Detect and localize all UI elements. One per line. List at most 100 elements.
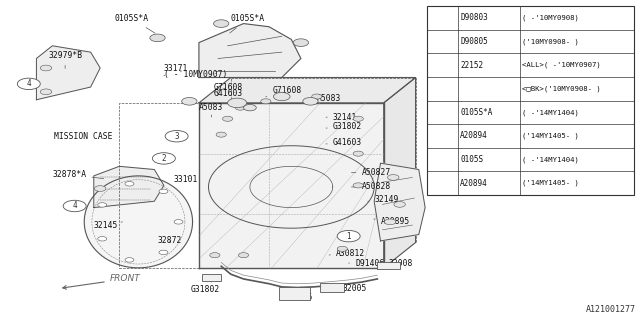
Text: MISSION CASE: MISSION CASE: [54, 132, 112, 141]
Circle shape: [152, 153, 175, 164]
Text: A5083: A5083: [199, 103, 223, 117]
Text: 4: 4: [26, 79, 31, 88]
Text: 0105S*A: 0105S*A: [230, 14, 265, 33]
Text: D90803: D90803: [460, 13, 488, 22]
Circle shape: [63, 200, 86, 212]
Text: 32872: 32872: [157, 236, 182, 245]
Polygon shape: [199, 103, 384, 268]
Circle shape: [125, 258, 134, 262]
Circle shape: [98, 236, 107, 241]
Circle shape: [239, 252, 248, 258]
Circle shape: [40, 89, 52, 95]
Circle shape: [353, 116, 364, 121]
Text: G41603: G41603: [326, 138, 362, 147]
Circle shape: [214, 20, 229, 28]
Text: D91406: D91406: [283, 287, 312, 302]
Circle shape: [432, 60, 452, 70]
Text: ( -'10MY0908): ( -'10MY0908): [522, 15, 579, 21]
Circle shape: [303, 98, 318, 105]
Circle shape: [260, 99, 271, 104]
Circle shape: [432, 13, 452, 23]
Text: 1: 1: [440, 15, 444, 21]
Circle shape: [174, 220, 183, 224]
Text: 32979*B: 32979*B: [48, 51, 82, 68]
Text: ('14MY1405- ): ('14MY1405- ): [522, 133, 579, 139]
Circle shape: [159, 250, 168, 255]
Circle shape: [182, 98, 197, 105]
Text: 22152: 22152: [460, 60, 483, 70]
Text: 1: 1: [346, 232, 351, 241]
Text: 32141: 32141: [326, 113, 357, 122]
Circle shape: [236, 105, 246, 110]
Text: FRONT: FRONT: [63, 275, 140, 289]
Circle shape: [40, 65, 52, 71]
Text: 32008: 32008: [389, 259, 413, 268]
Text: A50827: A50827: [351, 168, 390, 177]
Text: D91406: D91406: [349, 259, 384, 268]
Circle shape: [388, 175, 399, 180]
Text: G31802: G31802: [191, 282, 220, 294]
Circle shape: [353, 183, 364, 188]
Text: <ALL>( -'10MY0907): <ALL>( -'10MY0907): [522, 62, 601, 68]
Text: A121001277: A121001277: [586, 305, 636, 314]
Circle shape: [165, 131, 188, 142]
Text: 32878*A: 32878*A: [52, 170, 104, 179]
Circle shape: [98, 203, 107, 207]
Circle shape: [337, 246, 348, 252]
Text: A50828: A50828: [351, 182, 390, 191]
Text: 32149: 32149: [368, 195, 399, 204]
Text: 32145: 32145: [94, 220, 122, 229]
Text: 4: 4: [72, 202, 77, 211]
Bar: [320, 283, 344, 292]
Text: 3: 3: [174, 132, 179, 141]
Text: 3: 3: [440, 109, 444, 115]
Polygon shape: [384, 77, 415, 268]
Circle shape: [385, 219, 396, 225]
Circle shape: [312, 94, 322, 99]
Circle shape: [210, 252, 220, 258]
Text: A20895: A20895: [374, 217, 410, 226]
Text: A30812: A30812: [329, 249, 365, 258]
Text: G71608: G71608: [266, 86, 301, 97]
Text: A20894: A20894: [460, 179, 488, 188]
Polygon shape: [374, 163, 425, 241]
Text: ('10MY0908- ): ('10MY0908- ): [522, 38, 579, 45]
Text: <□BK>('10MY0908- ): <□BK>('10MY0908- ): [522, 85, 601, 92]
Text: ( -'14MY1404): ( -'14MY1404): [522, 109, 579, 116]
Bar: [202, 274, 221, 281]
Bar: [378, 261, 399, 269]
Circle shape: [223, 116, 233, 121]
Text: G71608: G71608: [214, 83, 243, 92]
Circle shape: [17, 78, 40, 90]
Circle shape: [337, 230, 360, 242]
Circle shape: [273, 92, 290, 101]
Text: 2: 2: [440, 62, 444, 68]
Circle shape: [216, 132, 227, 137]
Text: ( -'14MY1404): ( -'14MY1404): [522, 156, 579, 163]
Circle shape: [394, 202, 405, 207]
Polygon shape: [199, 77, 415, 103]
Circle shape: [432, 107, 452, 117]
Circle shape: [432, 155, 452, 164]
Polygon shape: [199, 24, 301, 77]
Circle shape: [125, 181, 134, 186]
Circle shape: [159, 189, 168, 194]
Circle shape: [293, 39, 308, 46]
Circle shape: [150, 34, 165, 42]
Text: 2: 2: [161, 154, 166, 163]
Text: G41603: G41603: [214, 89, 243, 98]
Circle shape: [244, 105, 256, 111]
Text: 0105S*A: 0105S*A: [115, 14, 155, 33]
Circle shape: [95, 186, 106, 191]
Text: G31802: G31802: [326, 122, 362, 131]
Polygon shape: [84, 176, 193, 268]
Text: ( -'10MY0907): ( -'10MY0907): [164, 70, 227, 79]
Bar: [427, 6, 634, 195]
Text: A20894: A20894: [460, 132, 488, 140]
Circle shape: [228, 98, 246, 108]
Text: 33101: 33101: [173, 174, 198, 184]
Polygon shape: [94, 166, 164, 208]
Text: 4: 4: [440, 156, 444, 163]
Text: 0105S*A: 0105S*A: [460, 108, 493, 117]
Polygon shape: [36, 46, 100, 100]
